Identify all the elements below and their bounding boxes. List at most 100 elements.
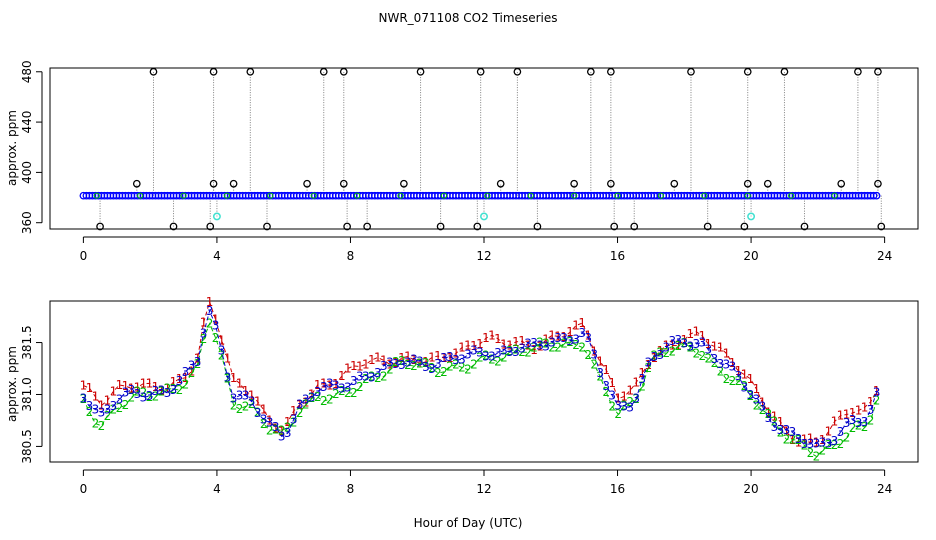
series-marker-1: 1 (602, 363, 610, 377)
series-marker-1: 1 (825, 425, 833, 439)
cyan-point (212, 212, 221, 221)
bottom-x-tick-label: 20 (743, 482, 758, 496)
series-marker-1: 1 (374, 351, 382, 365)
series-marker-1: 1 (458, 340, 466, 354)
top-x-tick-label: 8 (347, 249, 355, 263)
series-marker-2: 2 (416, 356, 424, 370)
series-marker-2: 2 (428, 361, 436, 375)
series-marker-1: 1 (831, 415, 839, 429)
bottom-x-tick-label: 24 (877, 482, 892, 496)
series-marker-3: 3 (807, 437, 815, 451)
series-marker-2: 2 (680, 336, 688, 350)
series-marker-1: 1 (650, 351, 658, 365)
series-marker-3: 3 (236, 389, 244, 403)
series-marker-3: 3 (434, 357, 442, 371)
series-marker-2: 2 (152, 390, 160, 404)
series-marker-1: 1 (554, 329, 562, 343)
series-marker-3: 3 (789, 425, 797, 439)
series-marker-3: 3 (717, 357, 725, 371)
series-marker-2: 2 (446, 359, 454, 373)
series-marker-3: 3 (224, 370, 232, 384)
series-marker-2: 2 (116, 401, 124, 415)
series-marker-3: 3 (206, 304, 214, 318)
series-marker-2: 2 (140, 386, 148, 400)
series-marker-3: 3 (320, 380, 328, 394)
series-marker-3: 3 (338, 382, 346, 396)
series-marker-3: 3 (867, 403, 875, 417)
series-marker-3: 3 (422, 360, 430, 374)
series-marker-2: 2 (440, 365, 448, 379)
top-x-tick-label: 4 (213, 249, 221, 263)
series-marker-1: 1 (560, 330, 568, 344)
series-marker-1: 1 (392, 356, 400, 370)
top-drop-lines (99, 71, 882, 227)
series-marker-2: 2 (524, 345, 532, 359)
series-marker-3: 3 (680, 337, 688, 351)
series-marker-1: 1 (170, 375, 178, 389)
cyan-point (747, 212, 756, 221)
x-axis-label: Hour of Day (UTC) (414, 516, 523, 530)
series-marker-2: 2 (849, 421, 857, 435)
series-marker-2: 2 (518, 345, 526, 359)
series-marker-2: 2 (578, 340, 586, 354)
series-marker-3: 3 (164, 386, 172, 400)
series-marker-2: 2 (638, 379, 646, 393)
series-marker-1: 1 (506, 338, 514, 352)
series-marker-1: 1 (512, 335, 520, 349)
series-marker-1: 1 (434, 349, 442, 363)
spike-high-point (743, 67, 752, 76)
spike-high-point (586, 67, 595, 76)
spike-high-point (607, 67, 615, 76)
series-marker-1: 1 (224, 352, 232, 366)
series-marker-3: 3 (134, 387, 142, 401)
series-marker-3: 3 (176, 374, 184, 388)
series-marker-1: 1 (338, 369, 346, 383)
series-marker-2: 2 (422, 356, 430, 370)
series-marker-1: 1 (741, 368, 749, 382)
series-marker-1: 1 (104, 394, 112, 408)
series-marker-1: 1 (584, 329, 592, 343)
series-marker-1: 1 (230, 371, 238, 385)
series-marker-3: 3 (632, 392, 640, 406)
series-marker-3: 3 (332, 379, 340, 393)
series-marker-1: 1 (182, 371, 190, 385)
series-marker-2: 2 (831, 438, 839, 452)
series-marker-2: 2 (759, 403, 767, 417)
series-marker-3: 3 (656, 348, 664, 362)
spike-mid-point (670, 179, 679, 188)
series-marker-1: 1 (386, 357, 394, 371)
bottom-x-tick-label: 12 (476, 482, 491, 496)
series-marker-1: 1 (620, 390, 628, 404)
baseline-accent-point (744, 192, 751, 199)
series-marker-3: 3 (735, 369, 743, 383)
top-x-tick-label: 12 (476, 249, 491, 263)
series-marker-1: 1 (873, 384, 881, 398)
top-y-tick-label: 440 (20, 111, 34, 134)
baseline-accent-point (484, 192, 491, 199)
series-marker-1: 1 (254, 395, 262, 409)
series-marker-2: 2 (206, 317, 214, 331)
spike-low-point (206, 222, 215, 231)
series-marker-1: 1 (747, 372, 755, 386)
series-marker-2: 2 (86, 405, 94, 419)
series-marker-2: 2 (296, 406, 304, 420)
bottom-y-tick-label: 381.0 (20, 377, 34, 411)
series-marker-3: 3 (572, 333, 580, 347)
series-marker-2: 2 (338, 384, 346, 398)
baseline-accent-point (657, 192, 665, 199)
series-marker-1: 1 (266, 413, 274, 427)
series-marker-3: 3 (200, 326, 208, 340)
series-marker-3: 3 (512, 345, 520, 359)
spike-high-point (339, 67, 348, 76)
series-marker-2: 2 (819, 444, 827, 458)
series-marker-1: 1 (801, 433, 809, 447)
series-marker-2: 2 (146, 390, 154, 404)
series-marker-3: 3 (849, 413, 857, 427)
spike-mid-point (837, 179, 846, 188)
spike-mid-point (570, 179, 578, 188)
series-marker-2: 2 (548, 340, 556, 354)
series-marker-2: 2 (500, 350, 508, 364)
series-marker-3: 3 (170, 383, 178, 397)
series-marker-2: 2 (512, 342, 520, 356)
series-marker-1: 1 (260, 403, 268, 417)
